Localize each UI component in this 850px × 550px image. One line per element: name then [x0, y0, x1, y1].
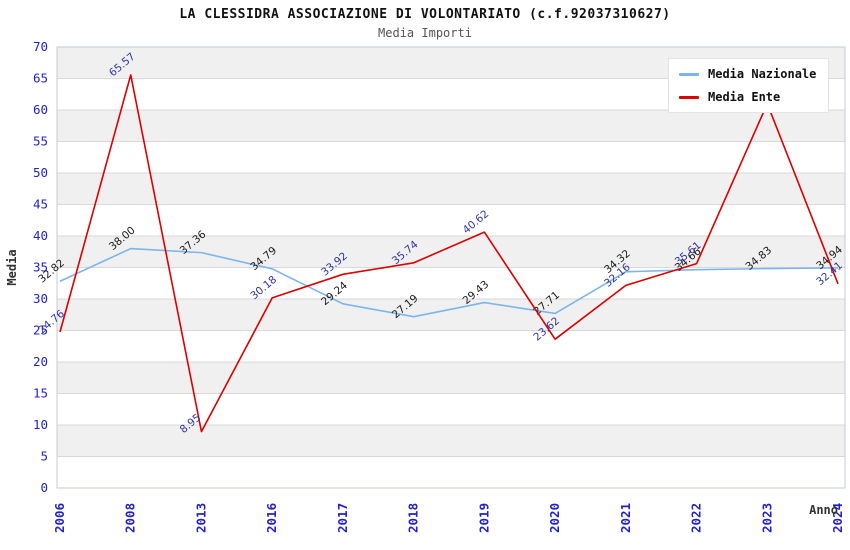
grid-band — [57, 141, 845, 173]
grid-band — [57, 204, 845, 236]
x-tick-label: 2024 — [830, 503, 845, 533]
grid-band — [57, 267, 845, 299]
y-axis-title: Media — [5, 249, 19, 285]
y-tick-label: 15 — [33, 386, 48, 401]
grid-band — [57, 393, 845, 425]
series-line-media-ente — [59, 74, 839, 433]
legend: Media Nazionale Media Ente — [668, 58, 830, 113]
y-tick-label: 45 — [33, 197, 48, 212]
y-tick-label: 60 — [33, 102, 48, 117]
x-tick-label: 2008 — [123, 503, 138, 533]
legend-swatch-ente-icon — [679, 95, 699, 99]
grid-band — [57, 299, 845, 331]
x-axis-title: Anno — [809, 503, 838, 517]
y-tick-label: 20 — [33, 354, 48, 369]
y-tick-label: 70 — [33, 39, 48, 54]
x-tick-label: 2006 — [52, 503, 67, 533]
grid-band — [57, 456, 845, 488]
y-tick-label: 35 — [33, 260, 48, 275]
x-tick-label: 2021 — [618, 503, 633, 533]
legend-label-nazionale: Media Nazionale — [708, 67, 817, 81]
grid-band — [57, 425, 845, 457]
x-tick-label: 2013 — [193, 503, 208, 533]
chart-subtitle: Media Importi — [378, 26, 472, 40]
x-tick-label: 2022 — [689, 503, 704, 533]
y-tick-label: 65 — [33, 71, 48, 86]
legend-label-ente: Media Ente — [708, 90, 781, 104]
y-tick-label: 25 — [33, 323, 48, 338]
x-tick-label: 2016 — [264, 503, 279, 533]
x-tick-label: 2023 — [759, 503, 774, 533]
x-tick-label: 2018 — [406, 503, 421, 533]
y-tick-label: 50 — [33, 165, 48, 180]
grid-band — [57, 173, 845, 205]
x-tick-label: 2019 — [476, 503, 491, 533]
grid-band — [57, 330, 845, 362]
legend-item-media-nazionale: Media Nazionale — [679, 67, 816, 81]
x-tick-label: 2020 — [547, 503, 562, 533]
grid-band — [57, 362, 845, 394]
y-tick-label: 10 — [33, 417, 48, 432]
series-line-media-nazionale — [59, 247, 839, 318]
y-tick-label: 5 — [40, 449, 48, 464]
legend-swatch-nazionale-icon — [679, 72, 699, 76]
y-tick-label: 0 — [40, 480, 48, 495]
grid-band — [57, 110, 845, 142]
y-tick-label: 30 — [33, 291, 48, 306]
chart-title: LA CLESSIDRA ASSOCIAZIONE DI VOLONTARIAT… — [179, 7, 671, 22]
y-tick-label: 40 — [33, 228, 48, 243]
x-tick-label: 2017 — [335, 503, 350, 533]
plot-border — [56, 46, 846, 489]
y-tick-label: 55 — [33, 134, 48, 149]
legend-item-media-ente: Media Ente — [679, 90, 816, 104]
